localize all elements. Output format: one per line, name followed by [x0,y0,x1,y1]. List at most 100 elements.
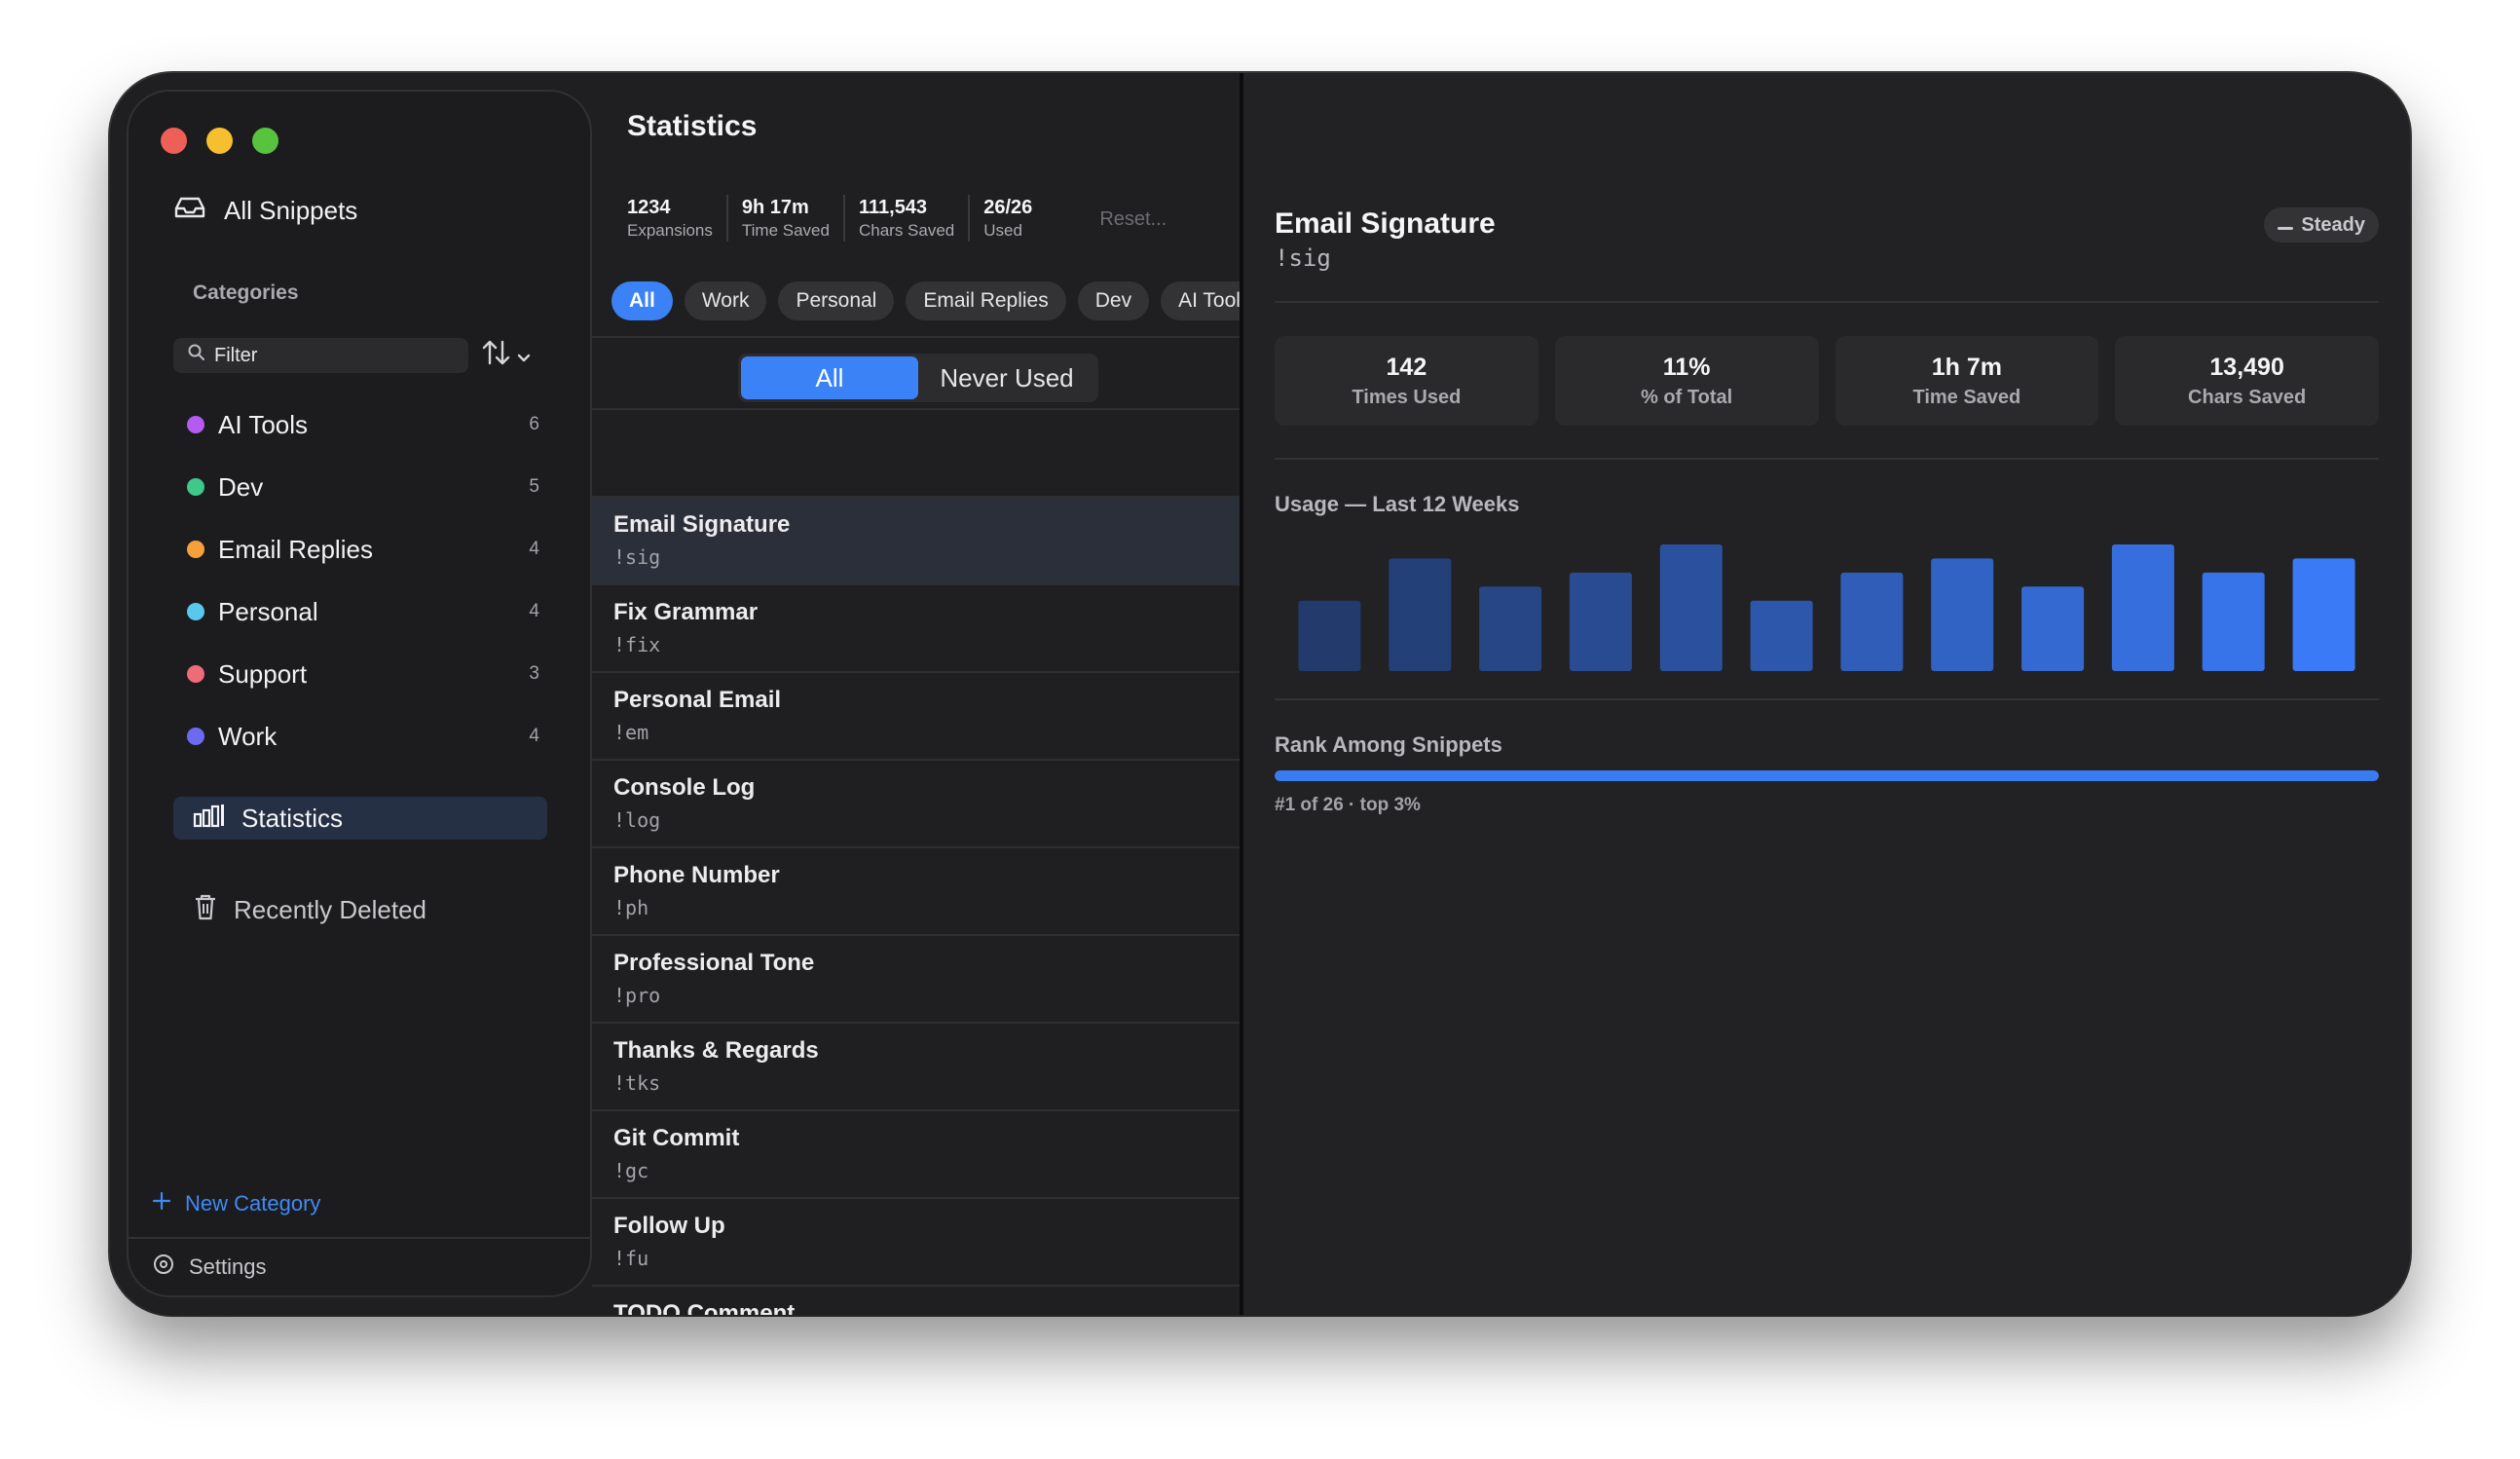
pane-divider[interactable] [1240,73,1243,1315]
usage-bar [1389,558,1452,671]
category-name: Personal [218,596,318,626]
dash-icon [2278,214,2294,237]
snippet-name: Follow Up [613,1213,725,1239]
chip-email-replies[interactable]: Email Replies [906,281,1066,320]
usage-bar [1750,600,1813,671]
new-category-label: New Category [185,1191,321,1216]
stat-value: 1h 7m [1931,354,2002,381]
sidebar-item-support[interactable]: Support 3 [173,643,553,705]
snippet-list: Email Signature!sig142Fix Grammar!fix103… [592,498,1352,1315]
snippet-name: Fix Grammar [613,599,759,625]
category-name: Email Replies [218,534,373,564]
sidebar-item-dev[interactable]: Dev 5 [173,456,553,518]
sidebar-item-all-snippets[interactable]: All Snippets [173,189,357,232]
snippet-name: TODO Comment [613,1300,796,1315]
tray-icon [173,195,206,227]
sidebar-item-statistics[interactable]: Statistics [173,797,547,840]
reset-button[interactable]: Reset... [1099,208,1167,230]
summary-value: 111,543 [858,197,928,218]
snippet-row[interactable]: Personal Email!em98 [592,673,1352,761]
stat-label: Chars Saved [2188,387,2307,408]
sidebar-item-work[interactable]: Work 4 [173,705,553,767]
divider [1275,698,2379,700]
trend-label: Steady [2301,213,2365,236]
snippet-row[interactable]: Professional Tone!pro78 [592,936,1352,1024]
snippet-name: Phone Number [613,862,780,888]
sort-menu-button[interactable] [481,336,532,375]
usage-segmented-control: All Never Used [738,354,1098,402]
sidebar-item-ai-tools[interactable]: AI Tools 6 [173,393,553,456]
page-title: Statistics [627,110,758,142]
snippet-name: Console Log [613,774,756,801]
category-color-dot [187,665,204,683]
category-count: 3 [529,663,539,684]
summary-label: Used [983,221,1022,240]
snippet-row[interactable]: Phone Number!ph87 [592,848,1352,936]
summary-label: Time Saved [741,221,830,240]
sidebar-item-recently-deleted[interactable]: Recently Deleted [193,888,426,931]
category-count: 4 [529,726,539,746]
usage-bar [2202,572,2265,671]
stat-chars-saved: 13,490 Chars Saved [2115,336,2379,426]
new-category-button[interactable]: New Category [152,1186,320,1221]
zoom-window-button[interactable] [252,128,278,154]
chip-dev[interactable]: Dev [1077,281,1150,320]
snippet-row[interactable]: Follow Up!fu61 [592,1199,1352,1287]
snippet-trigger: !gc [613,1159,649,1182]
segment-all[interactable]: All [741,356,918,399]
settings-button[interactable]: Settings [152,1249,267,1286]
category-name: Work [218,721,278,751]
categories-heading: Categories [193,281,299,304]
segment-never-used[interactable]: Never Used [940,362,1074,393]
usage-bar [1659,544,1723,671]
snippet-row[interactable]: Fix Grammar!fix103 [592,585,1352,673]
snippet-row[interactable]: Console Log!log89 [592,761,1352,848]
summary-expansions: 1234 Expansions [613,195,726,242]
category-color-dot [187,728,204,745]
summary-label: Expansions [627,221,713,240]
detail-title: Email Signature [1275,207,1496,240]
bar-chart-icon [193,803,226,835]
detail-trigger: !sig [1275,244,1331,272]
snippet-trigger: !pro [613,984,661,1007]
summary-value: 26/26 [983,197,1033,218]
snippet-row[interactable]: Email Signature!sig142 [592,498,1352,585]
sidebar-item-personal[interactable]: Personal 4 [173,580,553,643]
snippet-name: Personal Email [613,687,782,713]
snippet-row[interactable]: Git Commit!gc67 [592,1111,1352,1199]
category-color-dot [187,603,204,620]
category-list: AI Tools 6 Dev 5 Email Replies 4 Persona… [173,393,553,767]
stat-label: Time Saved [1912,387,2021,408]
plus-icon [152,1191,171,1216]
summary-chars-saved: 111,543 Chars Saved [842,195,968,242]
sidebar-divider [129,1237,590,1239]
sidebar: All Snippets Categories Filter AI Tools … [127,90,592,1297]
stat-label: % of Total [1641,387,1733,408]
category-name: AI Tools [218,409,309,439]
usage-bar [2021,586,2085,671]
snippet-trigger: !sig [613,545,661,569]
chevron-down-icon [516,341,532,371]
snippet-trigger: !em [613,721,649,744]
snippet-row[interactable]: TODO Comment!todo56 [592,1287,1352,1315]
detail-stats: 142 Times Used 11% % of Total 1h 7m Time… [1275,336,2379,426]
divider [592,496,1352,498]
minimize-window-button[interactable] [206,128,233,154]
usage-chart-title: Usage — Last 12 Weeks [1275,492,1520,516]
snippet-detail-pane: Email Signature !sig Steady 142 Times Us… [1243,73,2410,1315]
snippet-row[interactable]: Thanks & Regards!tks73 [592,1024,1352,1111]
category-filter-field[interactable]: Filter [173,338,468,373]
stat-time-saved: 1h 7m Time Saved [1834,336,2099,426]
summary-value: 1234 [627,197,671,218]
snippet-trigger: !tks [613,1071,661,1095]
sidebar-item-label: Recently Deleted [234,894,426,924]
category-count: 4 [529,601,539,621]
chip-work[interactable]: Work [684,281,767,320]
chip-all[interactable]: All [611,281,673,320]
chip-personal[interactable]: Personal [778,281,895,320]
snippet-name: Thanks & Regards [613,1037,819,1064]
rank-text: #1 of 26 · top 3% [1275,795,1421,815]
sidebar-item-email-replies[interactable]: Email Replies 4 [173,518,553,580]
close-window-button[interactable] [161,128,187,154]
stat-value: 142 [1386,354,1427,381]
